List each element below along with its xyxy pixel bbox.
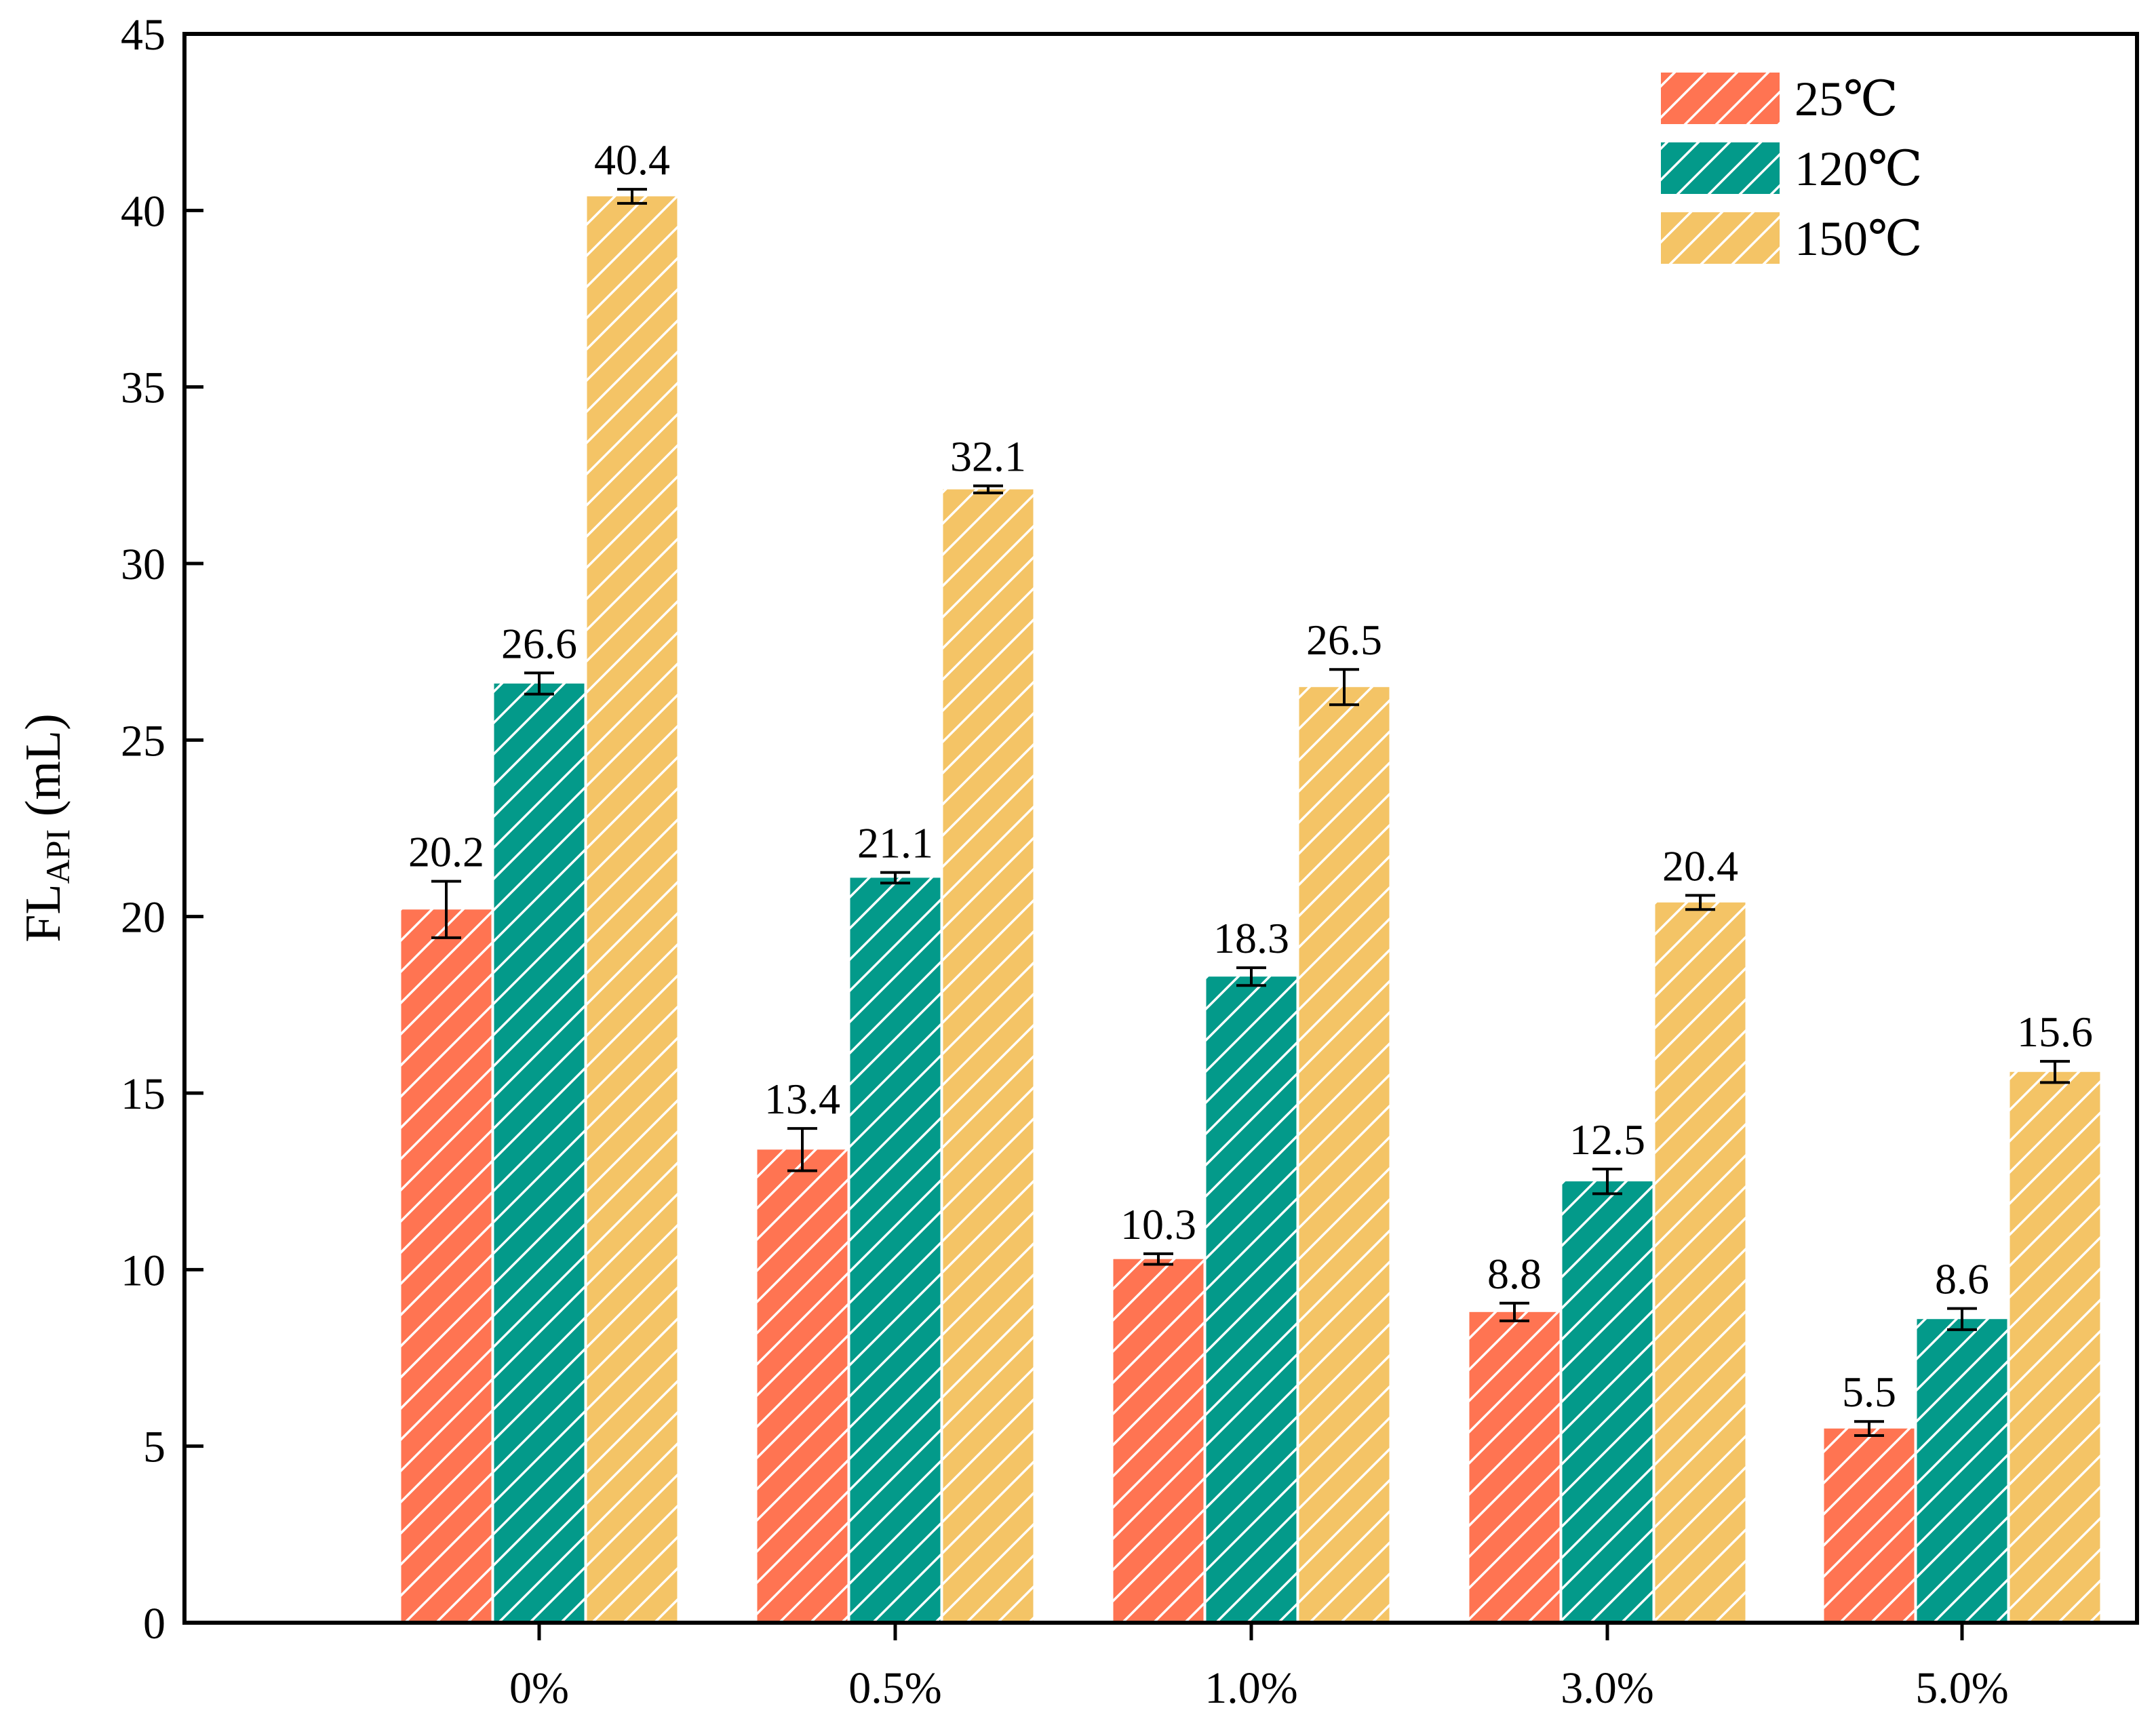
value-label-1-1: 20.2 bbox=[408, 828, 484, 876]
error-bar-3-3 bbox=[1329, 668, 1359, 707]
value-label-1-4: 8.8 bbox=[1487, 1250, 1542, 1298]
error-bar-3-2 bbox=[973, 484, 1003, 494]
legend-label-1: 25℃ bbox=[1795, 72, 1898, 126]
error-bars-layer bbox=[431, 188, 2070, 1438]
bar-2-1 bbox=[494, 684, 585, 1623]
error-bar-2-5 bbox=[1947, 1307, 1977, 1331]
legend-swatch-2 bbox=[1661, 142, 1780, 194]
y-tick-label-10: 10 bbox=[121, 1246, 165, 1295]
value-label-3-4: 20.4 bbox=[1662, 842, 1738, 890]
bar-2-5 bbox=[1917, 1319, 2007, 1623]
error-bar-1-4 bbox=[1500, 1301, 1529, 1322]
legend-label-2: 120℃ bbox=[1795, 142, 1923, 196]
value-label-3-5: 15.6 bbox=[2017, 1008, 2093, 1056]
legend: 25℃ 120℃ 150℃ bbox=[1661, 72, 1923, 266]
y-tick-label-40: 40 bbox=[121, 186, 165, 236]
y-axis-title-main: FL bbox=[16, 884, 71, 942]
legend-swatch-3 bbox=[1661, 212, 1780, 264]
value-label-1-2: 13.4 bbox=[764, 1075, 840, 1123]
bar-3-3 bbox=[1299, 687, 1390, 1623]
error-bar-2-2 bbox=[880, 871, 910, 885]
bar-3-2 bbox=[943, 489, 1034, 1623]
x-tick-label-4: 3.0% bbox=[1561, 1663, 1653, 1713]
y-tick-label-25: 25 bbox=[121, 716, 165, 766]
error-bar-2-3 bbox=[1236, 966, 1266, 987]
bar-1-2 bbox=[757, 1149, 848, 1623]
error-bar-2-4 bbox=[1592, 1167, 1622, 1196]
x-tick-label-5: 5.0% bbox=[1915, 1663, 2008, 1713]
y-axis-title: FLAPI (mL) bbox=[16, 713, 77, 942]
bar-3-5 bbox=[2010, 1071, 2100, 1623]
y-tick-label-30: 30 bbox=[121, 540, 165, 589]
error-bar-1-5 bbox=[1854, 1420, 1884, 1438]
y-axis-title-subscript: API bbox=[39, 829, 77, 884]
plot-area-frame bbox=[182, 32, 2139, 1625]
error-bar-1-3 bbox=[1143, 1252, 1173, 1266]
x-tick-label-2: 0.5% bbox=[848, 1663, 941, 1713]
bar-1-1 bbox=[401, 909, 492, 1623]
error-bar-2-1 bbox=[524, 671, 554, 696]
bar-1-5 bbox=[1824, 1428, 1915, 1623]
bars-layer bbox=[401, 196, 2100, 1623]
legend-item-1: 25℃ bbox=[1661, 72, 1898, 126]
legend-label-3: 150℃ bbox=[1795, 212, 1923, 266]
legend-item-2: 120℃ bbox=[1661, 142, 1923, 196]
value-label-2-2: 21.1 bbox=[857, 819, 933, 867]
value-label-1-5: 5.5 bbox=[1842, 1368, 1896, 1416]
x-tick-label-1: 0% bbox=[509, 1663, 569, 1713]
bar-2-3 bbox=[1206, 976, 1297, 1623]
value-labels-layer: 20.2 26.6 40.4 13.4 21.1 32.1 10.3 18.3 26.5 8.8 1… bbox=[408, 136, 2093, 1416]
value-label-3-3: 26.5 bbox=[1306, 616, 1382, 664]
value-label-2-4: 12.5 bbox=[1569, 1115, 1645, 1164]
value-label-2-5: 8.6 bbox=[1935, 1255, 1989, 1303]
y-tick-label-0: 0 bbox=[143, 1599, 165, 1648]
y-tick-label-15: 15 bbox=[121, 1069, 165, 1119]
bar-2-4 bbox=[1562, 1181, 1653, 1623]
error-bar-1-2 bbox=[787, 1127, 817, 1172]
error-bar-3-5 bbox=[2040, 1060, 2070, 1084]
bar-3-1 bbox=[587, 196, 678, 1623]
legend-item-3: 150℃ bbox=[1661, 212, 1923, 266]
y-axis-title-unit: (mL) bbox=[16, 713, 71, 829]
error-bar-3-1 bbox=[617, 188, 647, 205]
error-bar-3-4 bbox=[1685, 894, 1715, 911]
x-axis: 0% 0.5% 1.0% 3.0% 5.0% bbox=[509, 1623, 2009, 1713]
bar-1-4 bbox=[1469, 1311, 1560, 1623]
legend-swatch-1 bbox=[1661, 73, 1780, 124]
y-tick-label-45: 45 bbox=[121, 10, 165, 60]
bar-2-2 bbox=[850, 877, 941, 1623]
value-label-3-2: 32.1 bbox=[950, 432, 1026, 480]
value-label-2-1: 26.6 bbox=[501, 619, 577, 667]
y-axis: 0 5 10 15 20 25 30 35 40 45 bbox=[121, 10, 203, 1648]
error-bar-1-1 bbox=[431, 880, 461, 939]
value-label-1-3: 10.3 bbox=[1120, 1200, 1196, 1248]
value-label-3-1: 40.4 bbox=[594, 136, 670, 184]
x-tick-label-3: 1.0% bbox=[1204, 1663, 1297, 1713]
y-tick-label-20: 20 bbox=[121, 893, 165, 943]
bar-1-3 bbox=[1113, 1259, 1204, 1623]
y-tick-label-5: 5 bbox=[143, 1423, 165, 1472]
bar-3-4 bbox=[1655, 902, 1746, 1623]
y-tick-label-35: 35 bbox=[121, 363, 165, 413]
value-label-2-3: 18.3 bbox=[1213, 914, 1289, 962]
